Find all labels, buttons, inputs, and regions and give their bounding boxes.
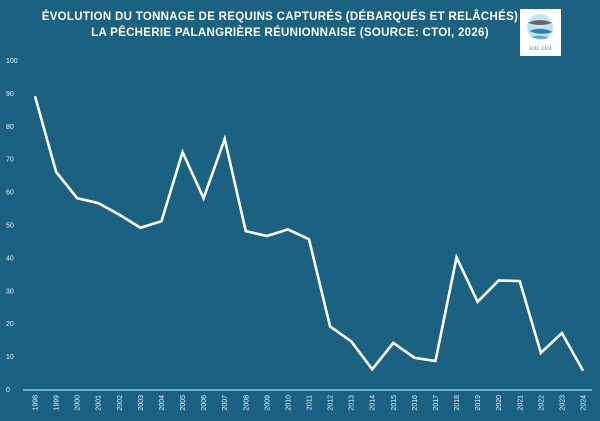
x-tick-label: 2024 — [581, 395, 588, 411]
x-tick-label: 2021 — [517, 395, 524, 411]
y-tick-label: 40 — [6, 255, 14, 262]
x-tick-label: 2002 — [117, 395, 124, 411]
logo-text: iotc ctoi — [529, 44, 552, 52]
x-tick-label: 1998 — [33, 395, 40, 411]
x-tick-label: 2005 — [180, 395, 187, 411]
x-tick-label: 2022 — [538, 395, 545, 411]
x-tick-label: 2019 — [475, 395, 482, 411]
y-tick-label: 10 — [6, 354, 14, 361]
x-tick-label: 2017 — [433, 395, 440, 411]
x-tick-label: 2011 — [307, 395, 314, 410]
y-tick-label: 20 — [6, 321, 14, 328]
x-tick-label: 2012 — [328, 395, 335, 411]
y-tick-label: 0 — [6, 387, 10, 394]
x-tick-label: 2018 — [454, 395, 461, 411]
x-tick-label: 2020 — [496, 395, 503, 411]
iotc-logo: iotc ctoi — [520, 9, 561, 56]
x-tick-label: 2007 — [222, 395, 229, 411]
x-tick-label: 2013 — [349, 395, 356, 411]
x-tick-label: 2003 — [138, 395, 145, 411]
x-tick-label: 2016 — [412, 395, 419, 411]
x-tick-label: 2023 — [559, 395, 566, 411]
x-tick-label: 2015 — [391, 395, 398, 411]
fish-logo-icon — [527, 14, 553, 40]
y-tick-label: 100 — [6, 58, 18, 65]
x-tick-label: 2000 — [75, 395, 82, 411]
y-tick-label: 70 — [6, 157, 14, 164]
y-tick-label: 90 — [6, 91, 14, 98]
x-tick-label: 2001 — [96, 395, 103, 411]
y-tick-label: 30 — [6, 288, 14, 295]
x-tick-label: 2010 — [285, 395, 292, 411]
y-tick-label: 50 — [6, 223, 14, 230]
x-tick-label: 2009 — [264, 395, 271, 411]
x-tick-label: 2008 — [243, 395, 250, 411]
chart-title: ÉVOLUTION DU TONNAGE DE REQUINS CAPTURÉS… — [41, 11, 539, 39]
x-tick-label: 1999 — [54, 395, 61, 411]
y-tick-label: 80 — [6, 124, 14, 131]
y-tick-label: 60 — [6, 190, 14, 197]
x-tick-label: 2004 — [159, 395, 166, 411]
x-tick-label: 2014 — [370, 395, 377, 411]
x-tick-label: 2006 — [201, 395, 208, 411]
series-line — [33, 95, 585, 372]
